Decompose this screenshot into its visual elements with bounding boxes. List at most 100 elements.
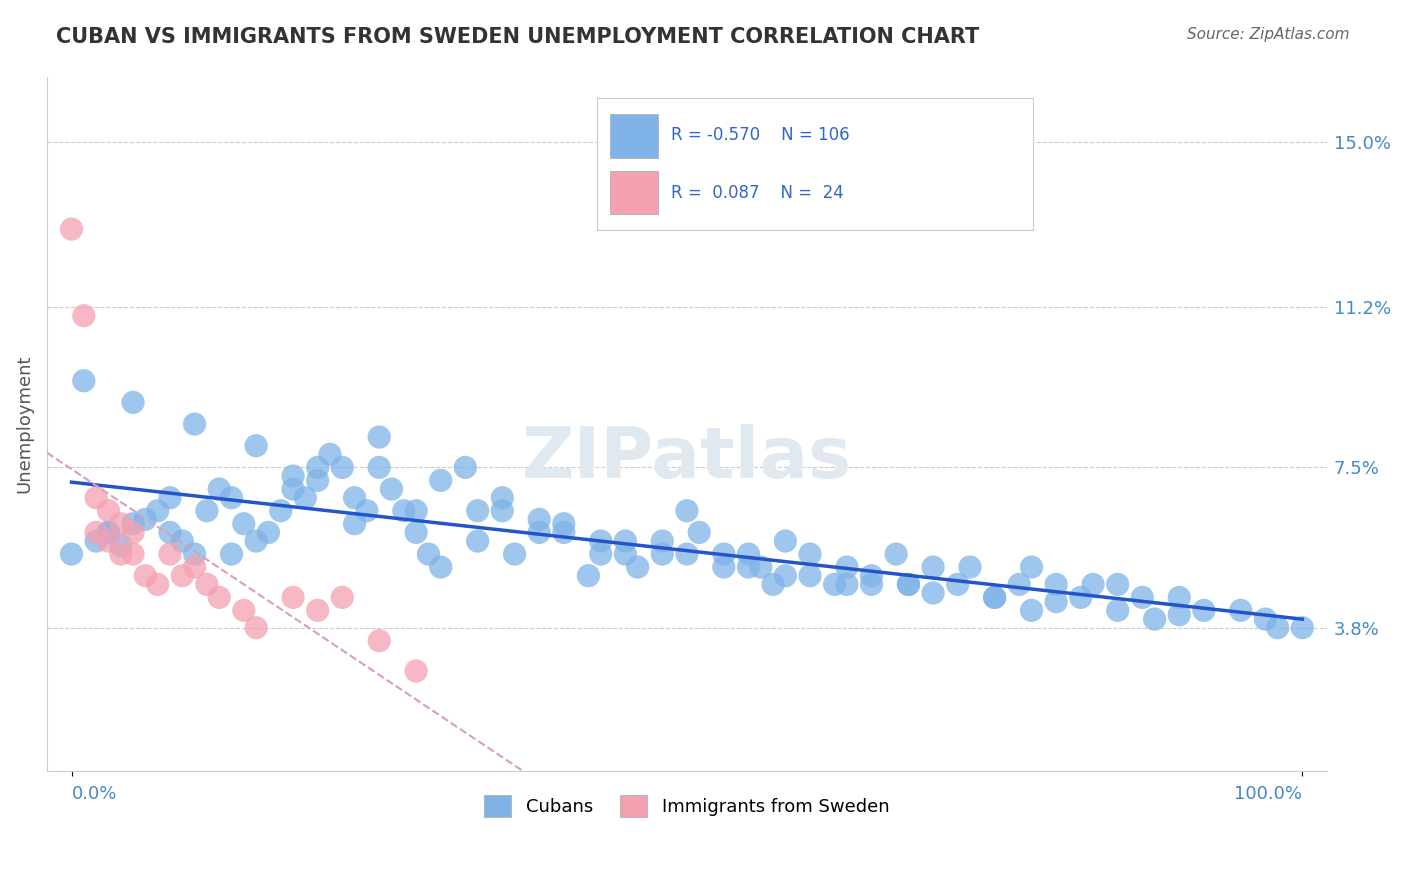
Point <box>134 568 156 582</box>
Point <box>467 504 489 518</box>
Point <box>491 491 513 505</box>
Point <box>73 374 96 388</box>
Point <box>183 547 205 561</box>
Point <box>589 547 612 561</box>
Point <box>713 560 735 574</box>
Point <box>97 534 120 549</box>
Point <box>983 591 1005 605</box>
Point <box>1081 577 1104 591</box>
Point <box>159 525 181 540</box>
Point <box>368 460 391 475</box>
Point <box>959 560 981 574</box>
Point <box>405 664 427 678</box>
Point <box>676 547 699 561</box>
Point <box>368 633 391 648</box>
Text: 0.0%: 0.0% <box>72 785 117 803</box>
Point <box>553 525 575 540</box>
Point <box>897 577 920 591</box>
Point <box>122 525 145 540</box>
Point <box>159 547 181 561</box>
Point <box>281 591 304 605</box>
Point <box>245 534 267 549</box>
Point <box>762 577 785 591</box>
Point <box>1045 577 1067 591</box>
Point <box>208 591 231 605</box>
Point <box>429 560 451 574</box>
Point <box>983 591 1005 605</box>
Point <box>146 577 169 591</box>
Point <box>307 460 329 475</box>
Point <box>835 560 858 574</box>
Point <box>307 603 329 617</box>
Point <box>946 577 969 591</box>
Point <box>319 447 342 461</box>
Text: CUBAN VS IMMIGRANTS FROM SWEDEN UNEMPLOYMENT CORRELATION CHART: CUBAN VS IMMIGRANTS FROM SWEDEN UNEMPLOY… <box>56 27 980 46</box>
Point <box>1107 603 1129 617</box>
Point <box>84 534 107 549</box>
Point <box>454 460 477 475</box>
Point <box>799 547 821 561</box>
Point <box>330 591 353 605</box>
Point <box>392 504 415 518</box>
Y-axis label: Unemployment: Unemployment <box>15 355 32 493</box>
Point <box>60 222 83 236</box>
Point <box>1192 603 1215 617</box>
Point <box>97 525 120 540</box>
Point <box>651 547 673 561</box>
Point <box>860 577 883 591</box>
Point <box>922 560 945 574</box>
Point <box>97 525 120 540</box>
Point <box>614 547 637 561</box>
Point <box>897 577 920 591</box>
Point <box>257 525 280 540</box>
Point <box>1168 607 1191 622</box>
Point <box>1107 577 1129 591</box>
Legend: Cubans, Immigrants from Sweden: Cubans, Immigrants from Sweden <box>477 788 897 824</box>
Point <box>221 491 243 505</box>
Point <box>835 577 858 591</box>
Point <box>1021 603 1043 617</box>
Point <box>529 525 551 540</box>
Point <box>688 525 710 540</box>
Point <box>172 568 194 582</box>
Point <box>1168 591 1191 605</box>
Point <box>281 482 304 496</box>
Point <box>84 525 107 540</box>
Point <box>307 474 329 488</box>
Point <box>294 491 316 505</box>
Point <box>1021 560 1043 574</box>
Point <box>208 482 231 496</box>
Point <box>97 504 120 518</box>
Point <box>405 525 427 540</box>
Point <box>60 547 83 561</box>
Point <box>122 395 145 409</box>
Point <box>467 534 489 549</box>
Point <box>749 560 772 574</box>
Point <box>651 534 673 549</box>
Point <box>380 482 402 496</box>
Text: 100.0%: 100.0% <box>1234 785 1302 803</box>
Point <box>270 504 292 518</box>
Point <box>281 469 304 483</box>
Point <box>183 417 205 431</box>
Point <box>356 504 378 518</box>
Point <box>1045 595 1067 609</box>
Point <box>84 491 107 505</box>
Point <box>799 568 821 582</box>
Point <box>775 534 797 549</box>
Point <box>529 512 551 526</box>
Point <box>195 504 218 518</box>
Point <box>146 504 169 518</box>
Point <box>418 547 440 561</box>
Point <box>1229 603 1251 617</box>
Point <box>232 516 254 531</box>
Point <box>429 474 451 488</box>
Point <box>553 516 575 531</box>
Point <box>368 430 391 444</box>
Text: Source: ZipAtlas.com: Source: ZipAtlas.com <box>1187 27 1350 42</box>
Point <box>330 460 353 475</box>
Point <box>245 621 267 635</box>
Point <box>122 547 145 561</box>
Point <box>922 586 945 600</box>
Point <box>159 491 181 505</box>
